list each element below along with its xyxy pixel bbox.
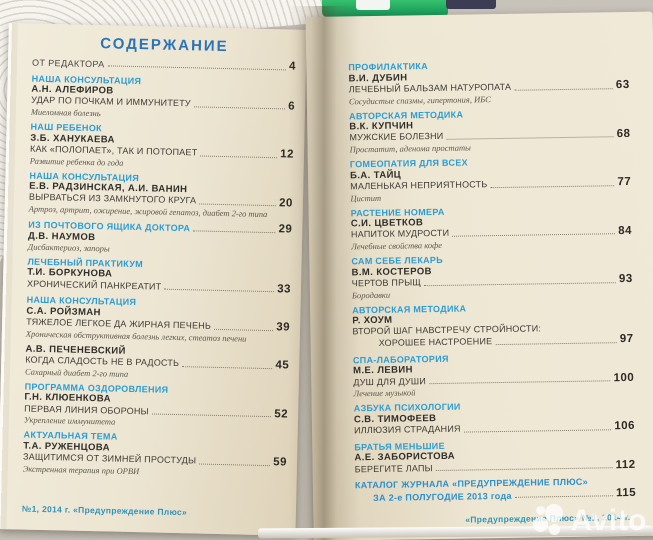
entry-page-number: 84 xyxy=(618,224,633,237)
entry-page-number: 29 xyxy=(278,223,293,236)
dotted-leader xyxy=(514,87,613,91)
dotted-leader xyxy=(435,467,613,472)
green-marker-cap xyxy=(356,0,390,10)
right-entries-list: ПРОФИЛАКТИКА В.И. ДУБИН ЛЕЧЕБНЫЙ БАЛЬЗАМ Н… xyxy=(348,58,635,476)
editor-note-label: ОТ РЕДАКТОРА xyxy=(31,57,105,69)
catalog-entry: КАТАЛОГ ЖУРНАЛА «ПРЕДУПРЕЖДЕНИЕ ПЛЮС» ЗА… xyxy=(355,476,636,503)
entry-title: ИЛЛЮЗИЯ СТРАДАНИЯ xyxy=(353,423,461,436)
dotted-leader xyxy=(193,106,286,110)
left-entries-list: НАША КОНСУЛЬТАЦИЯ А.Н. АЛЕФИРОВ УДАР ПО ПО… xyxy=(23,73,296,479)
toc-entry: НАШ РЕБЕНОК З.Б. ХАНУКАЕВА КАК «ПОЛОПАЕТ»,… xyxy=(30,122,295,171)
toc-entry: НАША КОНСУЛЬТАЦИЯ А.Н. АЛЕФИРОВ УДАР ПО ПО… xyxy=(31,73,296,122)
toc-entry: ЛЕЧЕБНЫЙ ПРАКТИКУМ Т.И. БОРКУНОВА ХРОНИЧЕС… xyxy=(27,256,292,295)
entry-page-number: 63 xyxy=(615,78,630,92)
toc-entry: АВТОРСКАЯ МЕТОДИКА Р. ХОУМ ВТОРОЙ ШАГ НАВС… xyxy=(352,300,634,350)
catalog-page-number: 115 xyxy=(615,486,637,499)
entry-page-number: 59 xyxy=(273,456,288,469)
entry-page-number: 100 xyxy=(613,371,635,385)
dotted-leader xyxy=(424,281,616,286)
entry-page-number: 93 xyxy=(618,272,633,286)
toc-entry: ПРОГРАММА ОЗДОРОВЛЕНИЯ Г.Н. КЛЮЕНКОВА ПЕРВ… xyxy=(24,381,289,430)
entry-title: ЧЕРТОВ ПРЫЩ xyxy=(351,277,422,289)
dotted-leader xyxy=(514,495,614,498)
entry-page-number: 68 xyxy=(616,127,631,140)
dotted-leader xyxy=(151,413,272,418)
editor-note-row: ОТ РЕДАКТОРА 4 xyxy=(32,56,296,73)
toc-entry: НАША КОНСУЛЬТАЦИЯ С.А. РОЙЗМАН ТЯЖЕЛОЕ ЛЕГ… xyxy=(26,295,291,344)
right-page-footer: «Предупреждение Плюс» №1, 2014 г. xyxy=(465,511,631,525)
entry-page-number: 12 xyxy=(280,148,295,161)
dotted-leader xyxy=(193,229,276,233)
entry-title: БЕРЕГИТЕ ЛАПЫ xyxy=(354,462,433,474)
dark-object xyxy=(446,0,496,9)
toc-entry: ГОМЕОПАТИЯ ДЛЯ ВСЕХ Б.А. ТАЙЦ МАЛЕНЬКАЯ НЕ… xyxy=(350,155,632,203)
entry-title-line2: ХОРОШЕЕ НАСТРОЕНИЕ xyxy=(378,336,493,348)
catalog-line2: ЗА 2-е ПОЛУГОДИЕ 2013 года xyxy=(373,490,512,504)
right-page: ПРОФИЛАКТИКА В.И. ДУБИН ЛЕЧЕБНЫЙ БАЛЬЗАМ Н… xyxy=(305,11,653,540)
dotted-leader xyxy=(463,429,612,433)
left-page: СОДЕРЖАНИЕ ОТ РЕДАКТОРА 4 НАША КОНСУЛЬТА… xyxy=(0,23,307,536)
entry-page-number: 20 xyxy=(278,196,294,210)
entry-page-number: 33 xyxy=(277,283,292,296)
entry-page-number: 39 xyxy=(276,321,291,334)
toc-entry: АКТУАЛЬНАЯ ТЕМА Т.А. РУЖЕНЦОВА ЗАЩИТИМСЯ О… xyxy=(23,430,288,479)
dotted-leader xyxy=(490,184,615,188)
dotted-leader xyxy=(107,64,287,70)
toc-entry: А.В. ПЕЧЕНЕВСКИЙ КОГДА СЛАДОСТЬ НЕ В РАДО… xyxy=(25,343,290,382)
toc-entry: БРАТЬЯ МЕНЬШИЕ А.Е. ЗАБОРИСТОВА БЕРЕГИТЕ Л… xyxy=(354,438,635,476)
entry-title: МАЛЕНЬКАЯ НЕПРИЯТНОСТЬ xyxy=(350,179,488,192)
editor-note-page-number: 4 xyxy=(288,60,297,73)
dotted-leader xyxy=(164,288,275,293)
dotted-leader xyxy=(446,136,614,140)
toc-entry: АВТОРСКАЯ МЕТОДИКА В.К. КУПЧИН МУЖСКИЕ БОЛ… xyxy=(349,106,631,154)
toc-entry: САМ СЕБЕ ЛЕКАРЬ В.М. КОСТЕРОВ ЧЕРТОВ ПРЫЩ 9… xyxy=(351,252,633,300)
entry-page-number: 77 xyxy=(617,175,632,189)
right-page-content: ПРОФИЛАКТИКА В.И. ДУБИН ЛЕЧЕБНЫЙ БАЛЬЗАМ Н… xyxy=(348,58,636,514)
dotted-leader xyxy=(182,365,273,369)
toc-entry: ПРОФИЛАКТИКА В.И. ДУБИН ЛЕЧЕБНЫЙ БАЛЬЗАМ Н… xyxy=(348,58,630,106)
entry-page-number: 6 xyxy=(288,99,296,113)
left-page-content: СОДЕРЖАНИЕ ОТ РЕДАКТОРА 4 НАША КОНСУЛЬТА… xyxy=(22,34,297,510)
toc-entry: АЗБУКА ПСИХОЛОГИИ С.В. ТИМОФЕЕВ ИЛЛЮЗИЯ СТ… xyxy=(354,399,635,437)
toc-entry: СПА-ЛАБОРАТОРИЯ М.Е. ЛЕВИН ДУШ ДЛЯ ДУШИ 100… xyxy=(353,351,635,399)
dotted-leader xyxy=(213,328,274,331)
dotted-leader xyxy=(452,233,616,237)
entry-page-number: 97 xyxy=(619,333,634,346)
toc-entry: НАША КОНСУЛЬТАЦИЯ Е.В. РАДЗИНСКАЯ, А.И. В… xyxy=(29,170,294,219)
entry-page-number: 45 xyxy=(275,359,290,372)
contents-title: СОДЕРЖАНИЕ xyxy=(100,35,229,56)
entry-page-number: 112 xyxy=(615,458,636,471)
toc-entry: ИЗ ПОЧТОВОГО ЯЩИКА ДОКТОРА 29 Д.В. НАУМОВ Д… xyxy=(28,219,293,258)
dotted-leader xyxy=(200,154,278,158)
dotted-leader xyxy=(199,463,271,466)
dotted-leader xyxy=(199,203,277,207)
entry-title: ХРОНИЧЕСКИЙ ПАНКРЕАТИТ xyxy=(26,278,162,292)
entry-page-number: 106 xyxy=(614,420,636,433)
toc-entry: РАСТЕНИЕ НОМЕРА С.И. ЦВЕТКОВ НАПИТОК МУДРО… xyxy=(351,203,633,251)
dotted-leader xyxy=(429,380,611,385)
dotted-leader xyxy=(495,341,617,345)
entry-page-number: 52 xyxy=(274,407,289,421)
